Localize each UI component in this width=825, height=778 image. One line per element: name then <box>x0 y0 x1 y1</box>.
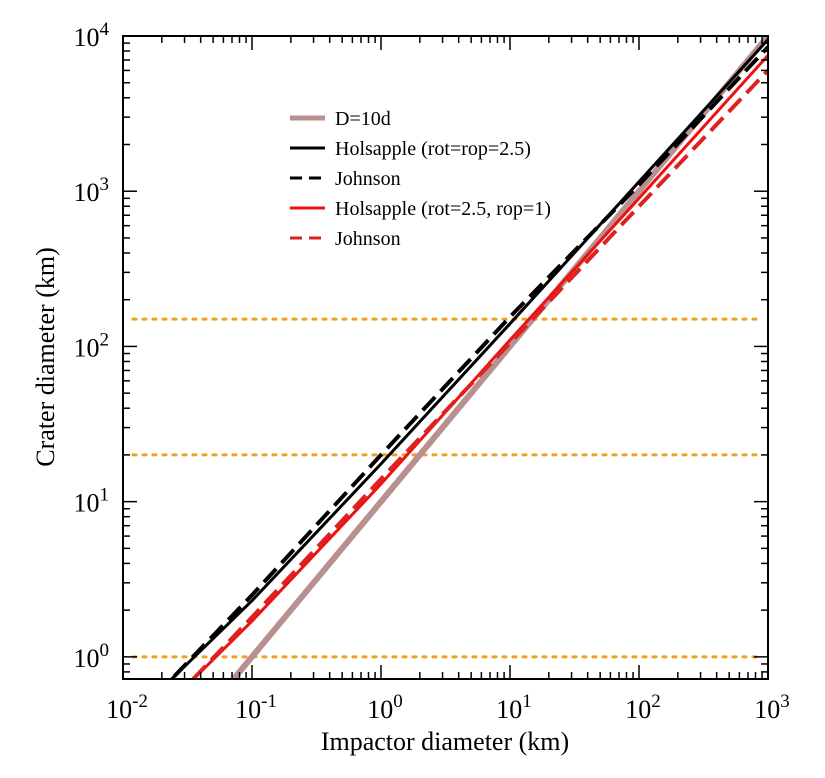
tick-label: 103 <box>754 691 790 724</box>
legend: D=10d Holsapple (rot=rop=2.5) Johnson Holsa… <box>290 108 551 250</box>
reference-lines <box>131 317 760 659</box>
y-axis-title: Crater diameter (km) <box>31 247 60 466</box>
legend-label: D=10d <box>335 108 391 130</box>
series-line <box>172 45 768 678</box>
x-tick-labels: 10-2 10-1 100 101 102 103 <box>106 691 790 724</box>
tick-label: 100 <box>74 640 110 673</box>
plot-frame <box>122 35 769 680</box>
tick-label: 103 <box>74 174 110 207</box>
tick-label: 101 <box>496 691 532 724</box>
series-line <box>191 69 768 679</box>
tick-label: 101 <box>74 485 110 518</box>
tick-label: 10-2 <box>106 691 148 724</box>
series-line <box>169 38 768 679</box>
legend-label: Johnson <box>335 228 401 250</box>
tick-label: 104 <box>74 19 110 52</box>
legend-label: Holsapple (rot=2.5, rop=1) <box>335 198 551 220</box>
y-tick-labels: 100 101 102 103 104 <box>74 19 110 673</box>
legend-label: Holsapple (rot=rop=2.5) <box>335 138 531 160</box>
series-lines <box>169 36 768 679</box>
tick-label: 10-1 <box>235 691 277 724</box>
tick-label: 100 <box>367 691 403 724</box>
legend-label: Johnson <box>335 168 401 190</box>
tick-label: 102 <box>74 329 110 362</box>
axis-ticks <box>122 35 769 679</box>
x-axis-title: Impactor diameter (km) <box>321 727 569 756</box>
tick-label: 102 <box>625 691 661 724</box>
